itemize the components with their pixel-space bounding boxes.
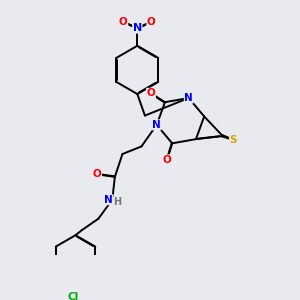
- Text: N: N: [104, 195, 113, 205]
- Text: S: S: [230, 135, 237, 145]
- Text: O: O: [147, 88, 155, 98]
- Text: O: O: [119, 17, 128, 27]
- Text: O: O: [93, 169, 101, 179]
- Text: N: N: [152, 120, 161, 130]
- Text: H: H: [113, 197, 122, 207]
- Text: Cl: Cl: [67, 292, 79, 300]
- Text: O: O: [163, 155, 172, 165]
- Text: N: N: [133, 23, 142, 33]
- Text: N: N: [184, 93, 193, 103]
- Text: O: O: [147, 17, 156, 27]
